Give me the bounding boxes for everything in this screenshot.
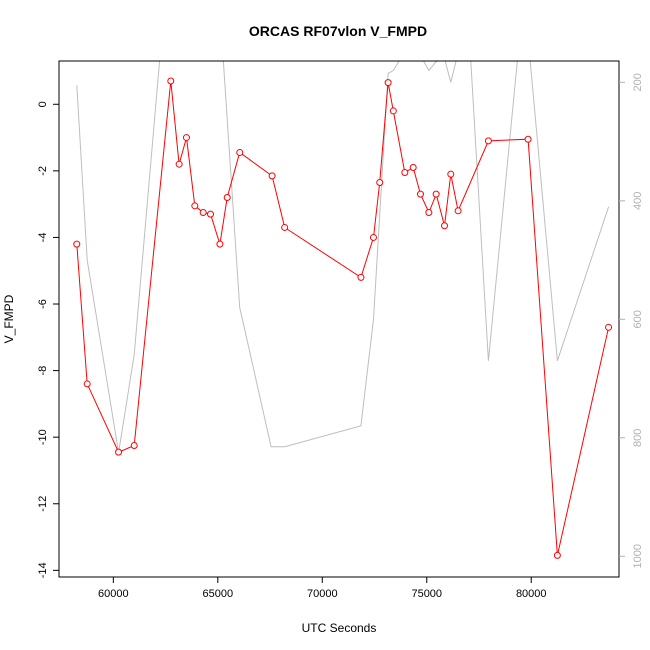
y2-tick-label: 200 xyxy=(632,73,644,91)
data-point xyxy=(447,170,455,178)
data-point xyxy=(206,210,214,218)
x-tick-label: 60000 xyxy=(98,588,129,600)
series-primary-group xyxy=(73,77,613,559)
data-point xyxy=(281,223,289,231)
x-axis: 60000 65000 70000 75000 80000 xyxy=(98,577,547,600)
data-point xyxy=(425,208,433,216)
x-tick-label: 65000 xyxy=(203,588,234,600)
y-axis: 0 -2 -4 -6 -8 -10 -12 -14 xyxy=(37,101,59,578)
data-point xyxy=(175,160,183,168)
series-primary-line xyxy=(76,80,610,556)
data-point xyxy=(130,442,138,450)
y-tick-label: -10 xyxy=(37,429,49,445)
data-point xyxy=(376,179,384,187)
data-point xyxy=(553,551,561,559)
y2-tick-label: 800 xyxy=(632,429,644,447)
data-point xyxy=(416,190,424,198)
data-point xyxy=(216,240,224,248)
y-tick-label: -12 xyxy=(37,496,49,512)
data-point xyxy=(441,222,449,230)
data-point xyxy=(605,323,613,331)
data-point xyxy=(73,240,81,248)
data-point xyxy=(223,193,231,201)
data-point xyxy=(401,169,409,177)
data-point xyxy=(524,135,532,143)
data-point xyxy=(384,79,392,87)
y-tick-label: 0 xyxy=(37,101,49,107)
data-point xyxy=(236,149,244,157)
y-tick-label: -14 xyxy=(37,562,49,578)
data-point xyxy=(182,134,190,142)
x-axis-label: UTC Seconds xyxy=(302,621,377,635)
data-point xyxy=(115,448,123,456)
x-tick-label: 70000 xyxy=(307,588,338,600)
y-tick-label: -6 xyxy=(37,299,49,309)
y-tick-label: -8 xyxy=(37,366,49,376)
data-point xyxy=(199,208,207,216)
data-point xyxy=(389,107,397,115)
y-axis-label: V_FMPD xyxy=(2,294,16,343)
y2-tick-label: 400 xyxy=(632,192,644,210)
y2-axis: 200 400 600 800 1000 xyxy=(619,73,644,569)
y2-tick-label: 600 xyxy=(632,310,644,328)
chart-title: ORCAS RF07vlon V_FMPD xyxy=(249,23,427,39)
series-secondary-line xyxy=(76,61,610,453)
data-point xyxy=(432,190,440,198)
data-point xyxy=(454,207,462,215)
y2-tick-label: 1000 xyxy=(632,544,644,568)
data-point xyxy=(191,202,199,210)
data-point xyxy=(167,77,175,85)
data-point xyxy=(409,164,417,172)
y-tick-label: -4 xyxy=(37,233,49,243)
data-point xyxy=(268,172,276,180)
series-secondary-group xyxy=(76,61,610,453)
data-point xyxy=(484,137,492,145)
data-point xyxy=(83,380,91,388)
data-point xyxy=(357,273,365,281)
y-tick-label: -2 xyxy=(37,166,49,176)
data-point xyxy=(369,233,377,241)
x-tick-label: 80000 xyxy=(516,588,547,600)
x-tick-label: 75000 xyxy=(411,588,442,600)
plot-frame xyxy=(58,60,620,578)
